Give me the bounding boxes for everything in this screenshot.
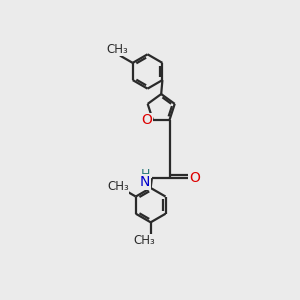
- Text: CH₃: CH₃: [106, 43, 128, 56]
- Text: O: O: [141, 113, 152, 127]
- Text: CH₃: CH₃: [134, 234, 155, 247]
- Text: CH₃: CH₃: [107, 180, 129, 193]
- Text: N: N: [140, 175, 150, 189]
- Text: H: H: [140, 168, 150, 181]
- Text: O: O: [189, 171, 200, 185]
